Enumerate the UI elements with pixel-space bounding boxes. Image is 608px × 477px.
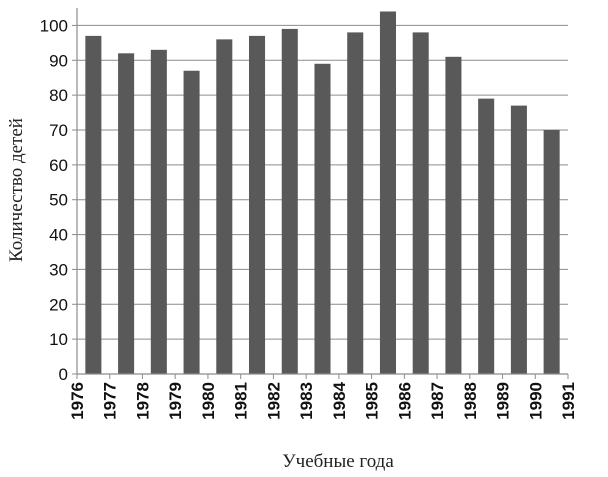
x-tick-label: 1978 [133, 382, 152, 420]
x-tick-label: 1990 [526, 382, 545, 420]
y-tick-labels: 0 10 20 30 40 50 60 70 80 90 100 [40, 16, 68, 384]
bar-1989-1990 [510, 105, 527, 374]
bar-1982-1983 [281, 28, 298, 375]
y-tick-label: 100 [40, 16, 68, 35]
bar-1988-1989 [478, 98, 495, 374]
bar-1976-1977 [85, 35, 102, 375]
bars [85, 11, 560, 375]
y-tick-label: 30 [49, 260, 68, 279]
x-tick-label: 1980 [199, 382, 218, 420]
x-tick-label: 1985 [363, 382, 382, 420]
x-tick-label: 1991 [559, 382, 578, 420]
axes [72, 8, 569, 379]
bar-1983-1984 [314, 63, 331, 375]
x-tick-label: 1979 [166, 382, 185, 420]
x-axis-label: Учебные года [282, 451, 394, 472]
y-tick-label: 20 [49, 295, 68, 314]
x-tick-label: 1986 [395, 382, 414, 420]
x-tick-label: 1983 [297, 382, 316, 420]
y-tick-label: 10 [49, 330, 68, 349]
bar-1986-1987 [412, 32, 429, 375]
bar-1990-1991 [543, 130, 560, 374]
y-tick-label: 60 [49, 156, 68, 175]
bar-1987-1988 [445, 56, 462, 375]
y-tick-label: 40 [49, 226, 68, 245]
y-axis-label: Количество детей [6, 118, 27, 262]
x-tick-label: 1982 [264, 382, 283, 420]
x-tick-label: 1989 [494, 382, 513, 420]
bar-1979-1980 [183, 70, 200, 374]
y-tick-label: 80 [49, 86, 68, 105]
x-tick-label: 1984 [330, 381, 349, 419]
x-tick-label: 1981 [232, 382, 251, 420]
y-tick-label: 50 [49, 191, 68, 210]
bar-1980-1981 [216, 39, 233, 374]
y-tick-label: 0 [59, 365, 68, 384]
x-tick-label: 1987 [428, 382, 447, 420]
x-tick-labels: 1976 1977 1978 1979 1980 1981 1982 1983 1984 1985… [68, 381, 578, 419]
bar-1978-1979 [150, 49, 167, 374]
bar-1981-1982 [249, 35, 266, 375]
x-tick-label: 1988 [461, 382, 480, 420]
x-tick-label: 1977 [101, 382, 120, 420]
bar-1984-1985 [347, 32, 364, 375]
bar-1977-1978 [118, 53, 135, 375]
y-tick-label: 90 [49, 51, 68, 70]
x-tick-label: 1976 [68, 382, 87, 420]
bar-1985-1986 [379, 11, 396, 374]
y-tick-label: 70 [49, 121, 68, 140]
